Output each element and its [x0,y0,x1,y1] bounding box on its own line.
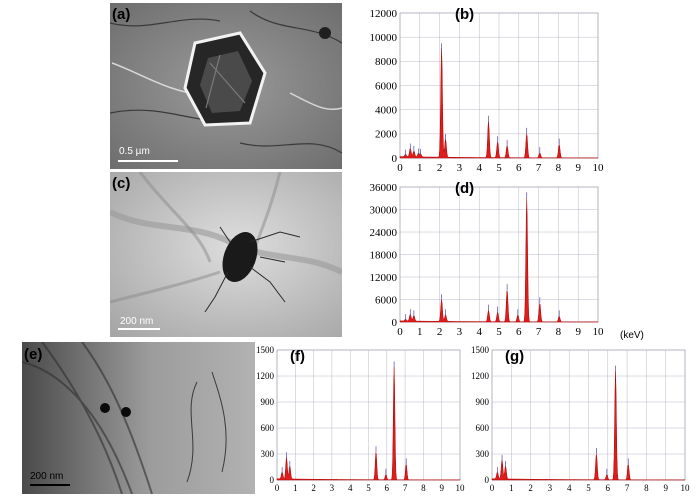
y-tick-label-f: 600 [261,423,275,433]
x-tick-label-f: 3 [330,483,335,493]
y-tick-label-d: 12000 [370,272,398,284]
x-tick-label-g: 8 [644,483,649,493]
y-tick-label-d: 6000 [375,294,398,306]
x-tick-label-f: 6 [385,483,390,493]
x-tick-label-b: 8 [556,162,562,174]
panel-label-f: (f) [290,348,305,365]
x-tick-label-b: 7 [536,162,542,174]
y-tick-label-g: 900 [476,397,490,407]
y-tick-label-g: 1200 [471,371,490,381]
y-tick-label-d: 36000 [370,182,398,194]
y-tick-label-g: 300 [476,449,490,459]
spectrum-area-d [399,198,599,323]
x-tick-label-d: 6 [516,326,522,338]
x-tick-label-g: 1 [509,483,514,493]
y-tick-label-b: 12000 [370,8,398,20]
panel-label-a: (a) [112,6,131,23]
x-tick-label-b: 2 [437,162,443,174]
x-tick-label-d: 2 [437,326,443,338]
x-tick-label-f: 9 [439,483,444,493]
x-tick-label-f: 7 [403,483,408,493]
panel-label-c: (c) [112,175,131,192]
scale-text-a: 0.5 µm [119,146,150,157]
x-tick-label-g: 3 [548,483,553,493]
micrograph-e [22,342,255,494]
x-unit-label: (keV) [620,330,644,341]
spectrum-f: 0 300 600 900 1200 1500 0 1 2 3 4 5 6 7 8 9 10 [256,345,466,493]
y-tick-label-b: 10000 [370,32,398,44]
x-tick-label-d: 9 [575,326,581,338]
x-tick-label-g: 4 [567,483,572,493]
scale-bar-a [118,160,178,162]
scale-text-c: 200 nm [120,316,154,327]
x-tick-label-f: 4 [348,483,353,493]
x-tick-label-d: 5 [496,326,502,338]
x-tick-label-f: 0 [275,483,280,493]
x-tick-label-b: 3 [457,162,463,174]
x-tick-label-d: 8 [556,326,562,338]
x-tick-label-d: 1 [417,326,423,338]
y-tick-label-b: 4000 [375,105,398,117]
x-tick-label-d: 10 [593,326,605,338]
x-tick-label-g: 0 [490,483,495,493]
y-tick-label-b: 0 [392,153,398,165]
spectrum-d: 0 6000 12000 18000 24000 30000 36000 0 1 2 3 4 5 6 7 8 9… [370,182,605,338]
x-tick-label-f: 2 [311,483,316,493]
x-tick-label-g: 9 [663,483,668,493]
y-tick-label-f: 0 [270,475,275,485]
x-tick-label-b: 4 [476,162,482,174]
panel-label-d: (d) [455,180,475,197]
x-tick-label-g: 6 [606,483,611,493]
y-tick-label-f: 900 [261,397,275,407]
spectrum-area-g [491,371,686,481]
y-tick-label-d: 18000 [370,249,398,261]
x-tick-label-b: 1 [417,162,423,174]
y-tick-label-b: 2000 [375,129,398,141]
scale-bar-e [30,484,70,486]
spectrum-area-f [276,367,461,481]
micrograph-e-image [22,342,255,494]
micrograph-c [110,172,342,337]
x-tick-label-b: 9 [575,162,581,174]
x-tick-label-g: 7 [625,483,630,493]
x-tick-label-b: 6 [516,162,522,174]
y-tick-label-b: 6000 [375,80,398,92]
y-tick-label-g: 0 [485,475,490,485]
x-tick-label-f: 5 [366,483,371,493]
micrograph-c-image [110,172,342,337]
y-tick-label-g: 1500 [471,345,490,355]
y-tick-label-f: 1500 [256,345,275,355]
x-tick-label-f: 1 [293,483,298,493]
y-tick-label-f: 300 [261,449,275,459]
y-tick-label-g: 600 [476,423,490,433]
panel-label-g: (g) [505,348,525,365]
spectrum-area-b [399,48,599,159]
x-tick-label-b: 0 [397,162,403,174]
panel-label-e: (e) [24,346,43,363]
x-tick-label-f: 10 [456,483,466,493]
x-tick-label-d: 0 [397,326,403,338]
x-tick-label-g: 2 [528,483,533,493]
micrograph-a-image [110,3,342,169]
spectrum-g: 0 300 600 900 1200 1500 0 1 2 3 4 5 6 7 8 9 10 [471,345,691,493]
y-tick-label-b: 8000 [375,56,398,68]
x-tick-label-g: 10 [681,483,691,493]
y-tick-label-d: 0 [392,317,398,329]
panel-label-b: (b) [455,6,475,23]
x-tick-label-b: 10 [593,162,605,174]
y-tick-label-d: 30000 [370,204,398,216]
micrograph-a [110,3,342,169]
x-tick-label-f: 8 [421,483,426,493]
y-tick-label-f: 1200 [256,371,275,381]
scale-text-e: 200 nm [30,471,64,482]
spectrum-b: 0 2000 4000 6000 8000 10000 12000 0 1 2 3 4 5 6 7 8 9 10 [370,8,605,174]
scale-bar-c [118,328,160,330]
x-tick-label-b: 5 [496,162,502,174]
x-tick-label-d: 7 [536,326,542,338]
x-tick-label-g: 5 [586,483,591,493]
x-tick-label-d: 3 [457,326,463,338]
y-tick-label-d: 24000 [370,227,398,239]
x-tick-label-d: 4 [476,326,482,338]
